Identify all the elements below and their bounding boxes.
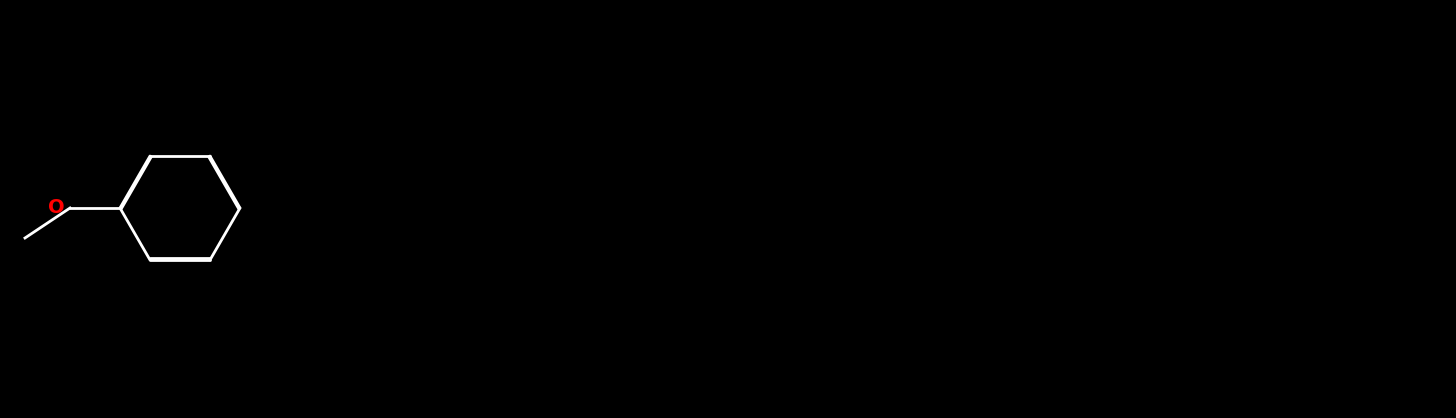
Text: O: O xyxy=(48,199,66,217)
